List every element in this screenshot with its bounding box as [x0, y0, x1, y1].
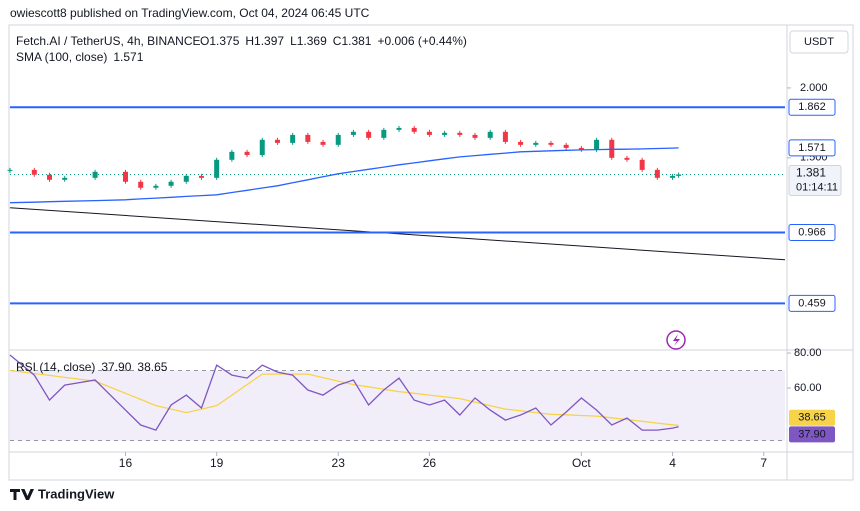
rsi-line [9, 354, 679, 431]
candle [381, 129, 387, 138]
candle [198, 175, 204, 178]
legend-ohlc: H1.397 [245, 34, 284, 48]
legend-ohlc: C1.381 [333, 34, 372, 48]
legend-rsi: RSI (14, close) [16, 360, 95, 374]
candle [639, 159, 645, 170]
byline: owiescott8 published on TradingView.com,… [10, 6, 370, 20]
y-tick-label: 80.00 [794, 347, 822, 359]
candle [670, 175, 676, 178]
x-tick-label: 26 [423, 456, 437, 470]
level-label-box [788, 98, 836, 116]
candle [122, 171, 128, 182]
rsi-ma-label: 38.65 [798, 412, 826, 424]
candle [168, 181, 174, 186]
legend-ohlc: O1.375 [200, 34, 240, 48]
candle [7, 169, 13, 171]
trendline [9, 207, 786, 261]
candle [457, 132, 463, 135]
candle [138, 181, 144, 188]
candle [335, 134, 341, 145]
legend-sma-value: 1.571 [113, 50, 143, 64]
sma-label-box [788, 139, 836, 157]
level-label: 1.862 [798, 101, 826, 113]
level-label-box [788, 224, 836, 242]
x-tick-label: 7 [760, 456, 767, 470]
currency[interactable]: USDT [804, 36, 834, 48]
event-icon-bolt [673, 334, 680, 346]
candle [153, 185, 159, 188]
y-tick-label: 60.00 [794, 382, 822, 394]
candle [350, 131, 356, 135]
candle [47, 174, 53, 180]
footer-brand: TradingView [38, 486, 115, 501]
candle [62, 177, 68, 180]
currency-button[interactable] [789, 30, 849, 54]
candle [472, 134, 478, 138]
candle [676, 174, 682, 176]
legend-ohlc: +0.006 (+0.44%) [377, 34, 466, 48]
candle [624, 157, 630, 160]
sma-line [9, 147, 679, 204]
candle [259, 139, 265, 156]
countdown: 01:14:11 [796, 181, 838, 193]
candle [229, 151, 235, 160]
rsi-label: 37.90 [798, 428, 826, 440]
chart-frame [8, 24, 854, 481]
candle [594, 139, 600, 150]
candle [31, 169, 37, 175]
rsi-band [10, 370, 785, 441]
candle [654, 169, 660, 178]
candle [411, 127, 417, 132]
candle [502, 131, 508, 142]
candle [214, 159, 220, 178]
sma-label: 1.571 [798, 142, 826, 154]
candle [533, 142, 539, 145]
tradingview-logo [10, 489, 34, 500]
x-tick-label: Oct [572, 456, 591, 470]
level-label-box [788, 294, 836, 312]
rsi-box [789, 426, 835, 443]
x-tick-label: 4 [669, 456, 676, 470]
level-label: 0.966 [798, 226, 826, 238]
x-tick-label: 16 [119, 456, 133, 470]
candle [442, 132, 448, 135]
level-label: 0.459 [798, 297, 826, 309]
candle [244, 151, 250, 156]
candle [487, 131, 493, 138]
candle [320, 141, 326, 145]
candle [274, 139, 280, 143]
candle [183, 175, 189, 182]
candle [548, 142, 554, 145]
candle [290, 134, 296, 143]
legend-ohlc: L1.369 [290, 34, 327, 48]
legend-symbol: Fetch.AI / TetherUS, 4h, BINANCE [16, 34, 201, 48]
candle [563, 144, 569, 148]
x-tick-label: 23 [332, 456, 346, 470]
candle [426, 131, 432, 135]
x-tick-label: 19 [210, 456, 224, 470]
rsi-ma-line [9, 369, 679, 427]
event-icon[interactable] [666, 330, 686, 350]
legend-rsi-value: 38.65 [137, 360, 167, 374]
rsi-ma-box [789, 409, 835, 426]
candle [92, 171, 98, 178]
candle [396, 127, 402, 130]
candle [578, 147, 584, 150]
last-price: 1.381 [796, 166, 826, 180]
y-tick-label: 2.000 [800, 82, 828, 94]
last-price-box [788, 164, 842, 196]
legend-rsi-value: 37.90 [101, 360, 131, 374]
candle [366, 131, 372, 138]
candle [305, 134, 311, 142]
legend-sma: SMA (100, close) [16, 50, 107, 64]
candle [518, 141, 524, 145]
